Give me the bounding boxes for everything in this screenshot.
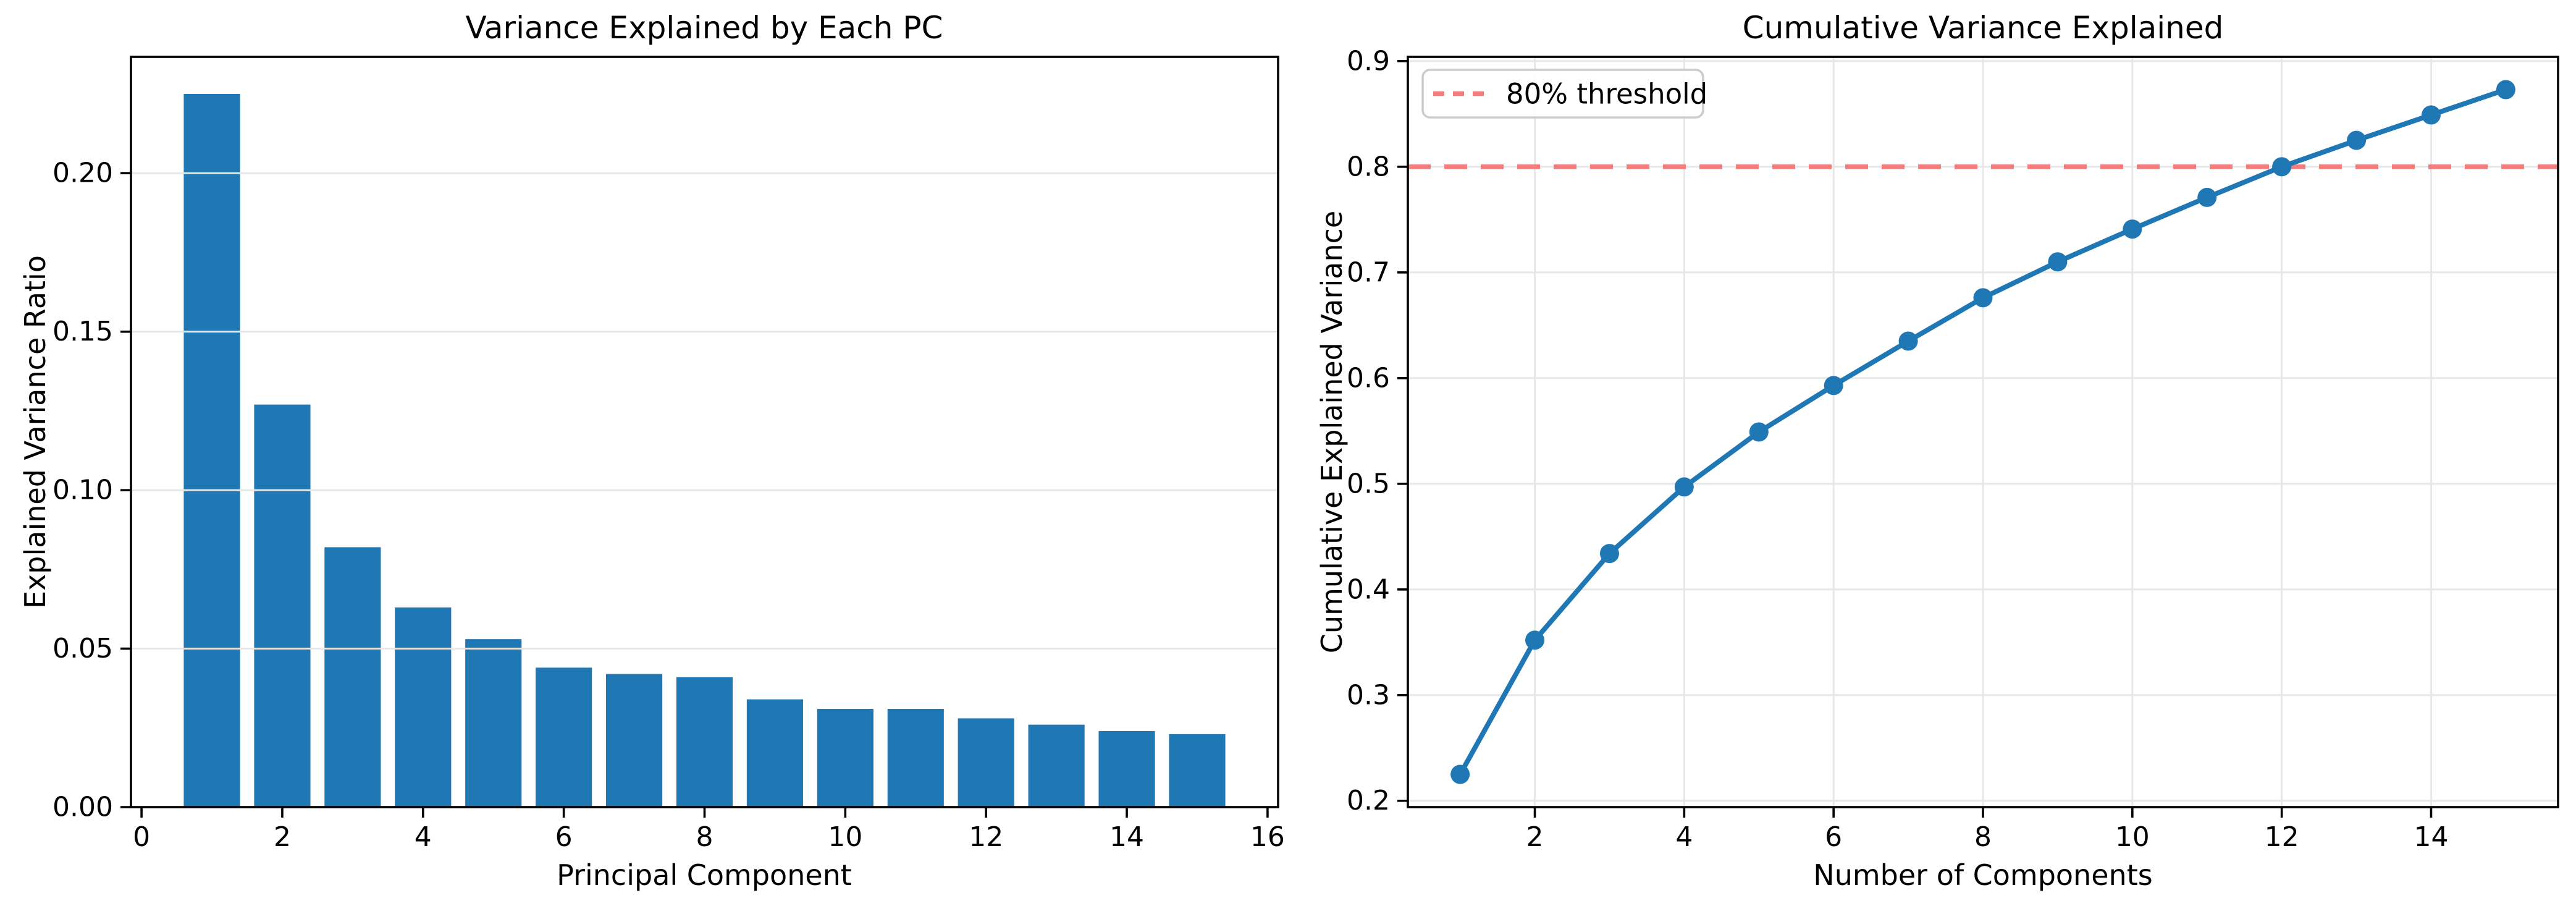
x-tick-label: 12: [2265, 821, 2299, 853]
cumulative-line-chart: 2 4 6 8 10 12 14 0.2 0.3 0.4 0.5 0.6 0.7 0.8 0.9: [1347, 45, 2559, 853]
marker-pc-10: [2123, 219, 2142, 239]
y-tick-label: 0.15: [53, 316, 113, 347]
left-x-axis-label: Principal Component: [557, 858, 852, 892]
marker-pc-6: [1824, 376, 1843, 396]
y-tick-label: 0.9: [1347, 45, 1390, 77]
x-tick-label: 10: [828, 821, 862, 853]
y-tick-label: 0.5: [1347, 468, 1390, 499]
marker-pc-12: [2272, 157, 2292, 177]
marker-pc-4: [1674, 477, 1694, 497]
bar-pc-13: [1028, 724, 1085, 807]
marker-pc-3: [1599, 544, 1619, 564]
x-tick-label: 8: [1974, 821, 1992, 853]
marker-pc-11: [2197, 187, 2217, 207]
bar-pc-9: [746, 699, 803, 807]
scree-bar-chart: 0 2 4 6 8 10 12 14 16 0.00 0.05 0.10 0.15 0.20: [53, 56, 1285, 853]
x-tick-label: 8: [696, 821, 713, 853]
marker-pc-1: [1450, 764, 1470, 784]
bar-pc-10: [817, 709, 873, 807]
bar-pc-7: [606, 674, 663, 807]
marker-pc-13: [2347, 130, 2367, 150]
bar-pc-3: [324, 547, 381, 807]
x-tick-label: 2: [1526, 821, 1544, 853]
right-y-axis-label: Cumulative Explained Variance: [1315, 210, 1349, 654]
y-tick-label: 0.7: [1347, 256, 1390, 288]
left-y-axis-label: Explained Variance Ratio: [19, 255, 52, 609]
x-tick-label: 16: [1250, 821, 1285, 853]
bar-pc-12: [958, 718, 1014, 807]
y-tick-label: 0.05: [53, 633, 113, 664]
x-tick-label: 0: [133, 821, 150, 853]
right-x-axis-label: Number of Components: [1813, 858, 2153, 892]
bar-pc-4: [395, 607, 452, 807]
marker-pc-2: [1525, 630, 1545, 650]
bar-pc-6: [536, 667, 592, 807]
right-chart-title: Cumulative Variance Explained: [1742, 10, 2224, 46]
y-tick-label: 0.8: [1347, 151, 1390, 182]
x-tick-label: 4: [1675, 821, 1693, 853]
y-tick-label: 0.4: [1347, 574, 1390, 605]
marker-pc-15: [2496, 80, 2515, 99]
bar-pc-11: [887, 709, 944, 807]
x-tick-label: 4: [415, 821, 432, 853]
marker-pc-14: [2421, 105, 2441, 125]
y-tick-label: 0.20: [53, 158, 113, 189]
bar-pc-1: [183, 94, 240, 808]
y-tick-label: 0.2: [1347, 785, 1390, 816]
y-tick-label: 0.00: [53, 792, 113, 823]
x-tick-label: 2: [274, 821, 291, 853]
marker-pc-7: [1898, 331, 1918, 351]
bar-pc-5: [465, 639, 522, 807]
x-tick-label: 14: [2414, 821, 2448, 853]
x-tick-label: 10: [2115, 821, 2150, 853]
x-tick-label: 12: [969, 821, 1003, 853]
x-tick-label: 14: [1109, 821, 1144, 853]
bar-pc-14: [1098, 730, 1155, 807]
y-tick-label: 0.10: [53, 475, 113, 506]
marker-pc-9: [2048, 252, 2068, 272]
bar-pc-15: [1169, 734, 1226, 807]
bar-pc-2: [254, 404, 311, 807]
y-tick-label: 0.3: [1347, 679, 1390, 711]
x-tick-label: 6: [1825, 821, 1842, 853]
y-tick-label: 0.6: [1347, 362, 1390, 394]
x-tick-label: 6: [555, 821, 573, 853]
bar-pc-8: [676, 677, 733, 807]
legend-box: [1421, 69, 1704, 119]
legend-label: 80% threshold: [1506, 77, 1708, 111]
marker-pc-8: [1973, 288, 1993, 308]
left-chart-title: Variance Explained by Each PC: [465, 10, 943, 46]
marker-pc-5: [1749, 422, 1769, 442]
